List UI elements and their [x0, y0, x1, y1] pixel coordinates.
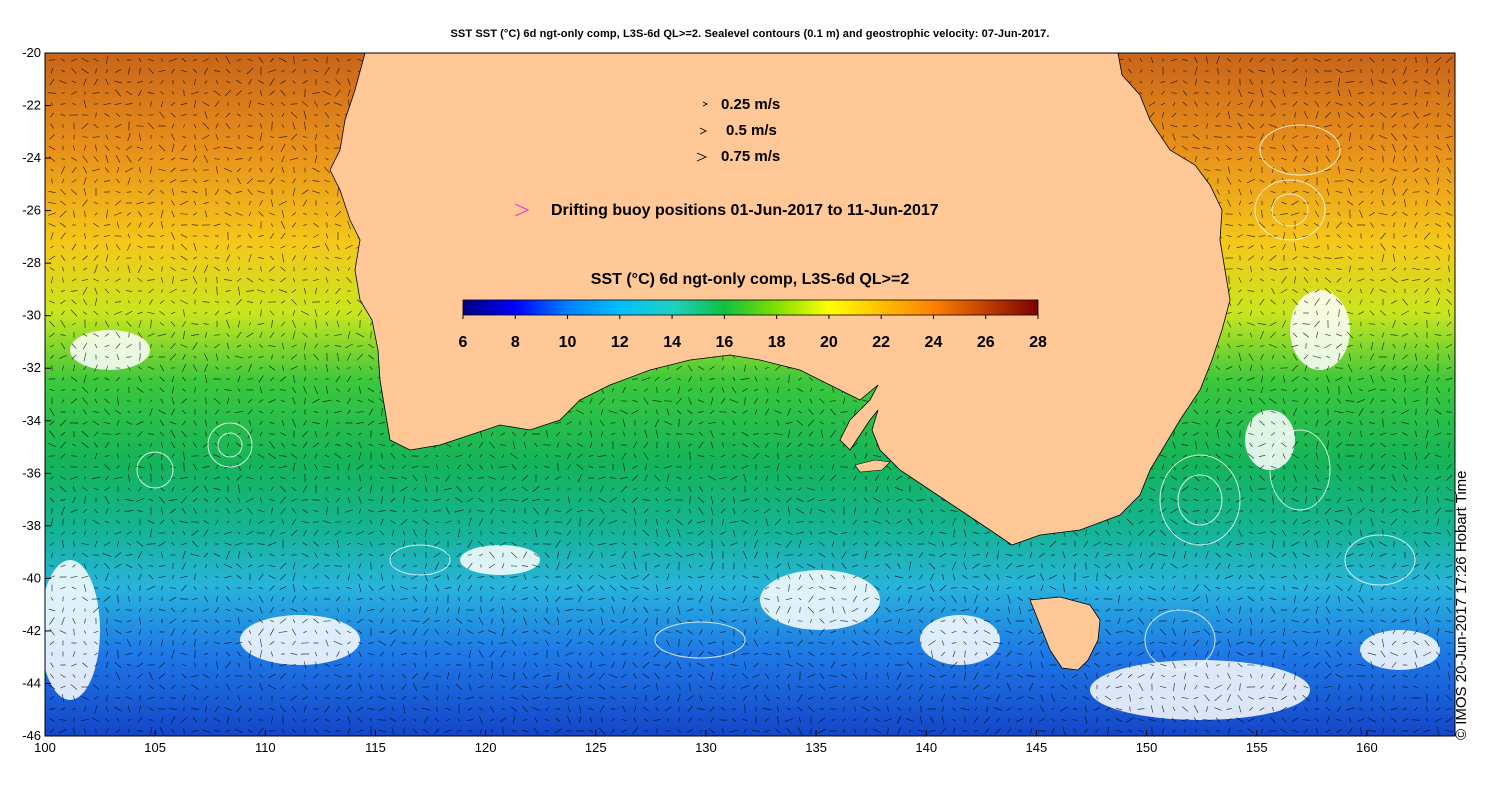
lon-tick-label: 100: [34, 740, 56, 755]
lon-tick-label: 105: [144, 740, 166, 755]
cloud-gaps: [45, 290, 1440, 720]
lon-tick-label: 125: [585, 740, 607, 755]
tasmania: [1029, 596, 1101, 671]
sealevel-contours: [136, 124, 1416, 671]
velocity-legend-arrow: [702, 101, 709, 107]
credit-line: © IMOS 20-Jun-2017 17:26 Hobart Time: [1453, 470, 1470, 740]
velocity-legend-item: 0.25 m/s: [702, 96, 780, 113]
longitude-axis: 100 105 110 115 120 125 130 135 140 145 150 155 160: [34, 730, 1378, 755]
colorbar-tick-label: 18: [768, 334, 786, 351]
colorbar-gradient: [462, 299, 1039, 316]
lat-tick-label: -34: [22, 413, 41, 428]
colorbar: SST (°C) 6d ngt-only comp, L3S-6d QL>=2 …: [459, 271, 1047, 351]
colorbar-title: SST (°C) 6d ngt-only comp, L3S-6d QL>=2: [591, 271, 910, 288]
velocity-legend: 0.25 m/s 0.5 m/s 0.75 m/s: [696, 96, 780, 165]
velocity-legend-arrow: [696, 152, 708, 162]
colorbar-ticks: 6 8 10 12 14 16 18 20 22 24 26 28: [459, 315, 1047, 351]
colorbar-tick-label: 12: [611, 334, 629, 351]
velocity-legend-label: 0.25 m/s: [721, 96, 780, 113]
lat-tick-label: -32: [22, 360, 41, 375]
lon-tick-label: 130: [695, 740, 717, 755]
lon-tick-label: 140: [915, 740, 937, 755]
colorbar-tick-label: 8: [511, 334, 520, 351]
lon-tick-label: 150: [1136, 740, 1158, 755]
colorbar-tick-label: 16: [715, 334, 733, 351]
map-title: SST SST (°C) 6d ngt-only comp, L3S-6d QL…: [450, 28, 1050, 40]
velocity-legend-arrow: [699, 127, 708, 135]
lat-tick-label: -36: [22, 465, 41, 480]
lon-tick-label: 145: [1026, 740, 1048, 755]
lat-tick-label: -46: [22, 728, 41, 743]
colorbar-tick-label: 28: [1029, 334, 1047, 351]
lat-tick-label: -40: [22, 570, 41, 585]
lon-tick-label: 155: [1246, 740, 1268, 755]
buoy-legend: Drifting buoy positions 01-Jun-2017 to 1…: [514, 202, 939, 219]
lon-tick-label: 115: [365, 740, 386, 755]
colorbar-tick-label: 20: [820, 334, 838, 351]
lat-tick-label: -20: [22, 45, 41, 60]
buoy-marker-icon: [514, 203, 530, 217]
latitude-axis: -20 -22 -24 -26 -28 -30 -32 -34 -36 -38 -40 -42 -44 -…: [22, 45, 51, 743]
lat-tick-label: -24: [22, 150, 41, 165]
velocity-legend-item: 0.5 m/s: [699, 122, 777, 139]
lat-tick-label: -30: [22, 308, 41, 323]
lon-tick-label: 135: [805, 740, 827, 755]
australia-landmass: [329, 53, 1231, 546]
colorbar-tick-label: 26: [977, 334, 995, 351]
map-frame: [44, 52, 1456, 737]
lon-tick-label: 120: [475, 740, 497, 755]
lat-tick-label: -22: [22, 98, 41, 113]
colorbar-tick-label: 22: [872, 334, 890, 351]
lat-tick-label: -28: [22, 255, 41, 270]
lat-tick-label: -38: [22, 518, 41, 533]
kangaroo-island: [854, 459, 891, 473]
lon-tick-label: 160: [1356, 740, 1378, 755]
colorbar-tick-label: 6: [459, 334, 468, 351]
velocity-legend-item: 0.75 m/s: [696, 148, 780, 165]
lat-tick-label: -44: [22, 675, 41, 690]
colorbar-tick-label: 14: [663, 334, 681, 351]
lat-tick-label: -26: [22, 203, 41, 218]
lat-tick-label: -42: [22, 623, 41, 638]
velocity-legend-label: 0.5 m/s: [726, 122, 777, 139]
colorbar-tick-label: 10: [559, 334, 577, 351]
velocity-legend-label: 0.75 m/s: [721, 148, 780, 165]
buoy-legend-label: Drifting buoy positions 01-Jun-2017 to 1…: [551, 202, 939, 219]
colorbar-tick-label: 24: [925, 334, 943, 351]
lon-tick-label: 110: [255, 740, 276, 755]
